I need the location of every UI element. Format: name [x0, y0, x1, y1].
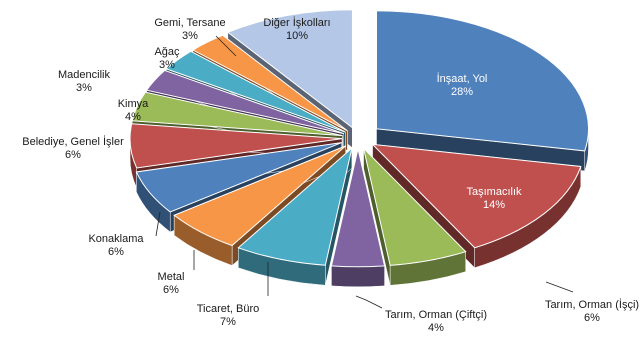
leader-line: [355, 295, 383, 309]
pie-slice: [131, 91, 343, 137]
slice-label: Taşımacılık 14%: [466, 186, 522, 211]
leader-line: [155, 211, 161, 237]
slice-label-name: Madencilik: [58, 69, 110, 81]
slice-label: Metal 6%: [158, 271, 185, 296]
slice-label-name: Metal: [158, 271, 185, 283]
pie-slice: [237, 146, 353, 266]
slice-label-name: Diğer İşkolları: [263, 16, 330, 29]
slice-label: İnşaat, Yol 28%: [437, 72, 488, 98]
pie-slice: [191, 34, 348, 132]
pie-slice: [330, 148, 386, 268]
slice-label-value: 6%: [584, 312, 600, 324]
slice-label-name: Belediye, Genel İşler: [22, 135, 124, 148]
slice-label-value: 6%: [65, 149, 81, 161]
slice-label-name: Taşımacılık: [466, 186, 522, 198]
slice-label: Madencilik 3%: [58, 69, 110, 94]
pie-tops: [129, 9, 589, 268]
pie-slice: [226, 9, 353, 129]
slice-label-name: Gemi, Tersane: [154, 17, 225, 29]
slice-label: Ticaret, Büro 7%: [197, 303, 260, 328]
pie-slice: [362, 146, 467, 266]
pie-slice: [173, 145, 347, 247]
slice-label-name: Tarım, Orman (Çiftçi): [385, 309, 487, 321]
slice-label-value: 4%: [125, 111, 141, 123]
slice-label-value: 10%: [286, 30, 308, 42]
pie-slice: [165, 50, 346, 133]
slice-label-name: İnşaat, Yol: [437, 72, 488, 85]
slice-label-value: 4%: [428, 322, 444, 334]
slice-label: Ağaç 3%: [154, 46, 180, 71]
slice-label: Konaklama 6%: [88, 233, 144, 258]
slice-label-name: Ticaret, Büro: [197, 303, 260, 315]
slice-label-name: Ağaç: [154, 46, 180, 58]
slice-label-name: Kimya: [118, 98, 149, 110]
slice-label-value: 6%: [108, 246, 124, 258]
pie-slice: [129, 123, 343, 169]
slice-label-value: 3%: [159, 59, 175, 71]
leader-line: [215, 35, 237, 57]
slice-label-value: 28%: [451, 86, 473, 98]
slice-label-value: 14%: [483, 199, 505, 211]
pie-slice: [135, 142, 342, 213]
slice-label-value: 7%: [220, 316, 236, 328]
slice-label-name: Tarım, Orman (İşçi): [545, 298, 639, 311]
leader-line: [545, 281, 574, 293]
slice-label: Diğer İşkolları 10%: [263, 16, 330, 42]
pie-slice: [375, 10, 589, 152]
slice-label: Tarım, Orman (İşçi) 6%: [545, 298, 639, 324]
pie-slice: [145, 69, 344, 135]
pie-labels: İnşaat, Yol 28% Taşımacılık 14% Tarım, Orman…: [22, 16, 639, 334]
slice-label-value: 3%: [182, 30, 198, 42]
slice-label: Tarım, Orman (Çiftçi) 4%: [385, 309, 487, 334]
slice-label: Belediye, Genel İşler 6%: [22, 135, 124, 161]
slice-label-value: 3%: [76, 82, 92, 94]
slice-label: Gemi, Tersane 3%: [154, 17, 225, 42]
pie-slice: [371, 143, 582, 249]
leader-lines: [155, 35, 574, 309]
slice-label-value: 6%: [163, 284, 179, 296]
slice-label-name: Konaklama: [88, 233, 144, 245]
slice-label: Kimya 4%: [118, 98, 149, 123]
